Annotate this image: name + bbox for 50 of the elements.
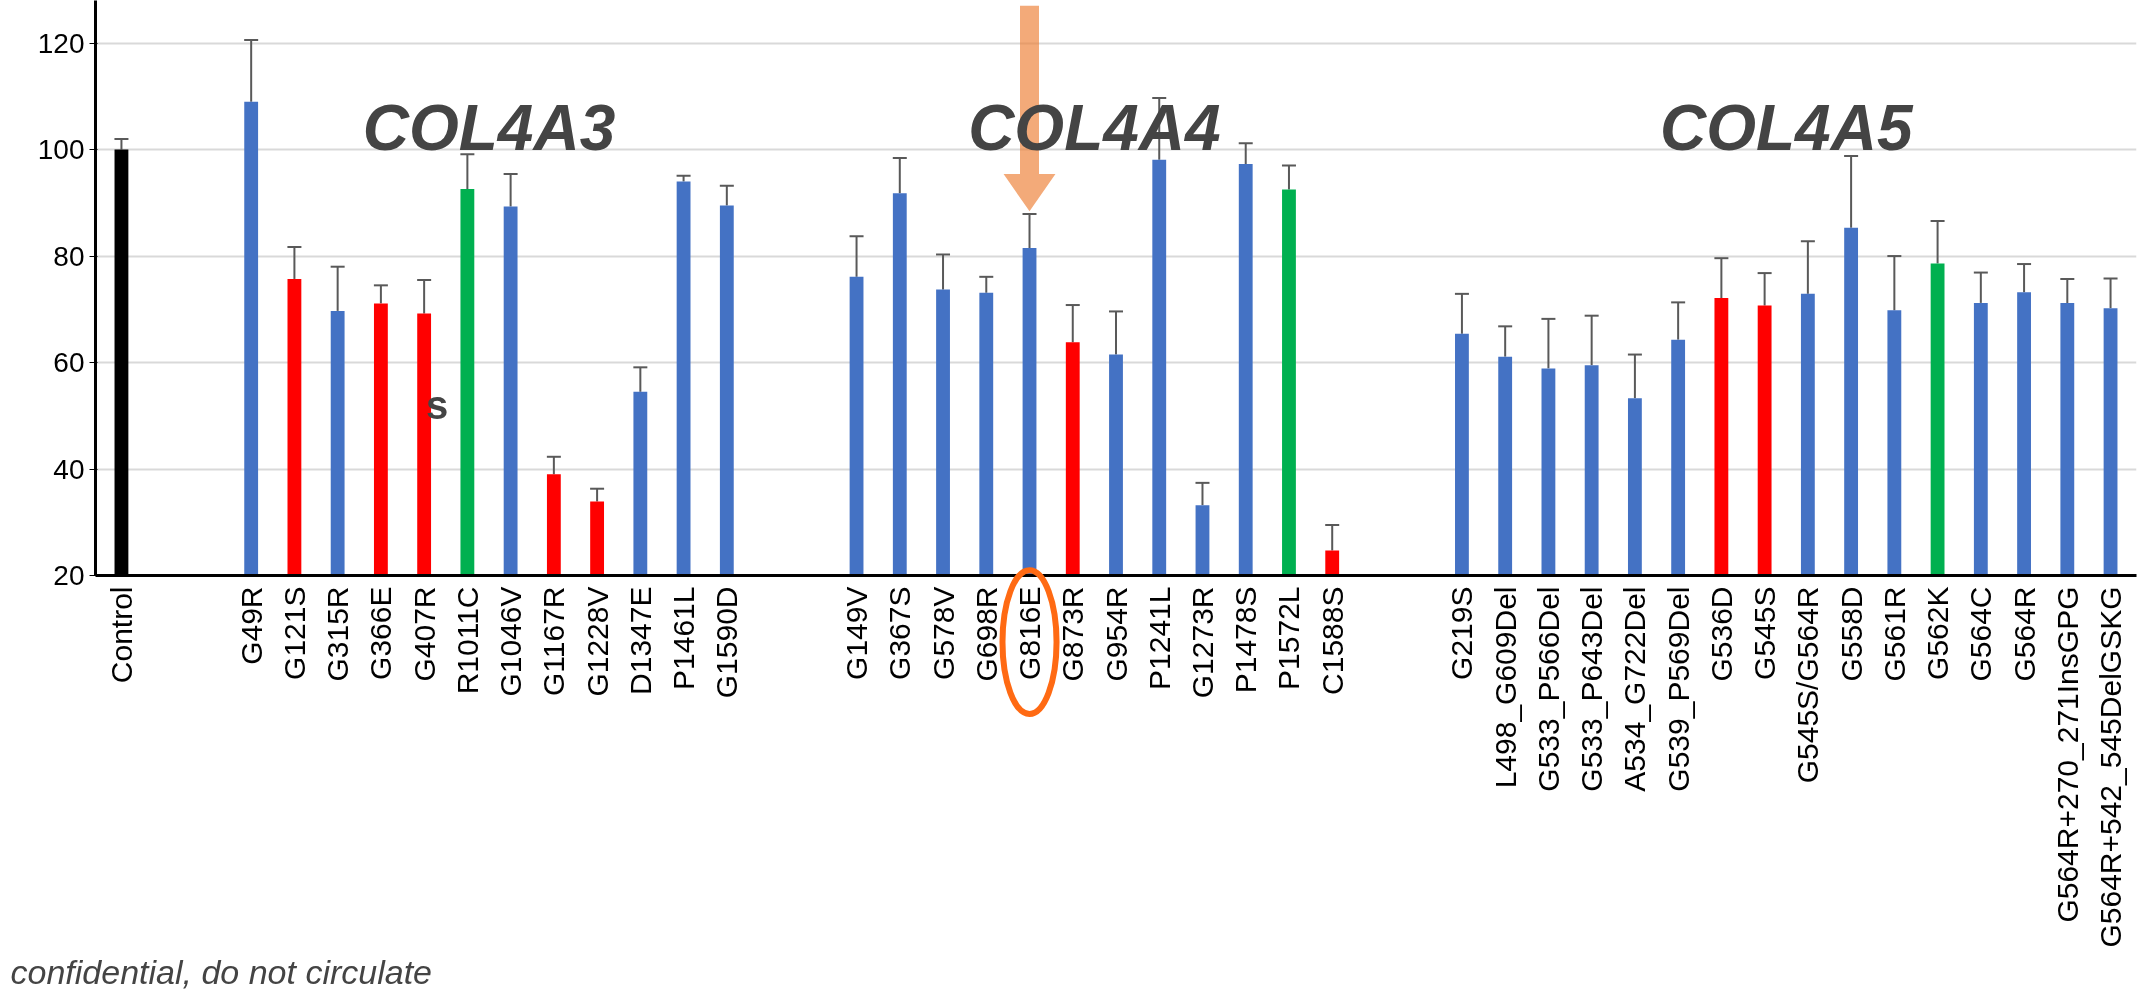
x-tick-label: G315R	[321, 586, 355, 682]
y-tick-label: 40	[53, 453, 85, 485]
x-tick-label: G121S	[277, 586, 311, 680]
x-tick-label: G366E	[364, 586, 398, 680]
x-tick-label: P1572L	[1272, 586, 1306, 690]
x-tick-label: C1588S	[1315, 586, 1349, 695]
x-tick-label: A534_G722Del	[1618, 586, 1652, 792]
x-tick-label: Control	[104, 586, 138, 684]
x-tick-label: G545S	[1748, 586, 1782, 680]
x-tick-label: G533_P643Del	[1575, 586, 1609, 792]
x-tick-label: G698R	[969, 586, 1003, 682]
x-tick-label: G564R+270_271InsGPG	[2050, 586, 2084, 923]
x-tick-label: R1011C	[450, 586, 484, 695]
x-tick-label: L498_G609Del	[1488, 586, 1522, 789]
x-tick-label: G578V	[926, 586, 960, 680]
annotation: COL4A3	[362, 92, 616, 165]
x-tick-label: G545S/G564R	[1791, 586, 1825, 784]
x-tick-label: G539_P569Del	[1661, 586, 1695, 792]
x-tick-label: G407R	[407, 586, 441, 682]
x-tick-label: G1273R	[1185, 586, 1219, 699]
x-tick-label: P1478S	[1229, 586, 1263, 694]
y-tick-label: 80	[53, 240, 85, 272]
x-tick-label: G561R	[1877, 586, 1911, 682]
x-tick-label: G367S	[883, 586, 917, 680]
y-tick-label: 120	[37, 27, 85, 59]
x-tick-label: G219S	[1445, 586, 1479, 680]
x-tick-label: G816E	[1013, 586, 1047, 680]
x-tick-label: G149V	[840, 586, 874, 680]
x-tick-label: G564R+542_545DelGSKG	[2094, 586, 2128, 948]
x-tick-label: G562K	[1921, 586, 1955, 680]
text: confidential, do not circulate	[10, 952, 432, 991]
x-tick-label: G1228V	[580, 586, 614, 697]
y-tick-label: 20	[53, 560, 85, 591]
x-tick-label: P1241L	[1142, 586, 1176, 690]
annotation: COL4A5	[1659, 92, 1914, 165]
x-tick-label: G1167R	[537, 586, 571, 697]
x-tick-label: G49R	[234, 586, 268, 665]
x-tick-label: G1046V	[494, 586, 528, 697]
x-tick-label: G564R	[2007, 586, 2041, 682]
x-tick-label: P1461L	[667, 586, 701, 690]
x-tick-label: G873R	[1056, 586, 1090, 682]
x-tick-label: G1590D	[710, 586, 744, 699]
x-tick-label: G564C	[1964, 586, 1998, 682]
y-tick-label: 60	[53, 347, 85, 379]
x-tick-label: G558D	[1834, 586, 1868, 682]
x-tick-label: G536D	[1704, 586, 1738, 682]
x-tick-label: G954R	[1099, 586, 1133, 682]
x-tick-label: D1347E	[623, 586, 657, 695]
y-tick-label: 100	[37, 134, 85, 166]
x-tick-label: G533_P566Del	[1531, 586, 1565, 792]
